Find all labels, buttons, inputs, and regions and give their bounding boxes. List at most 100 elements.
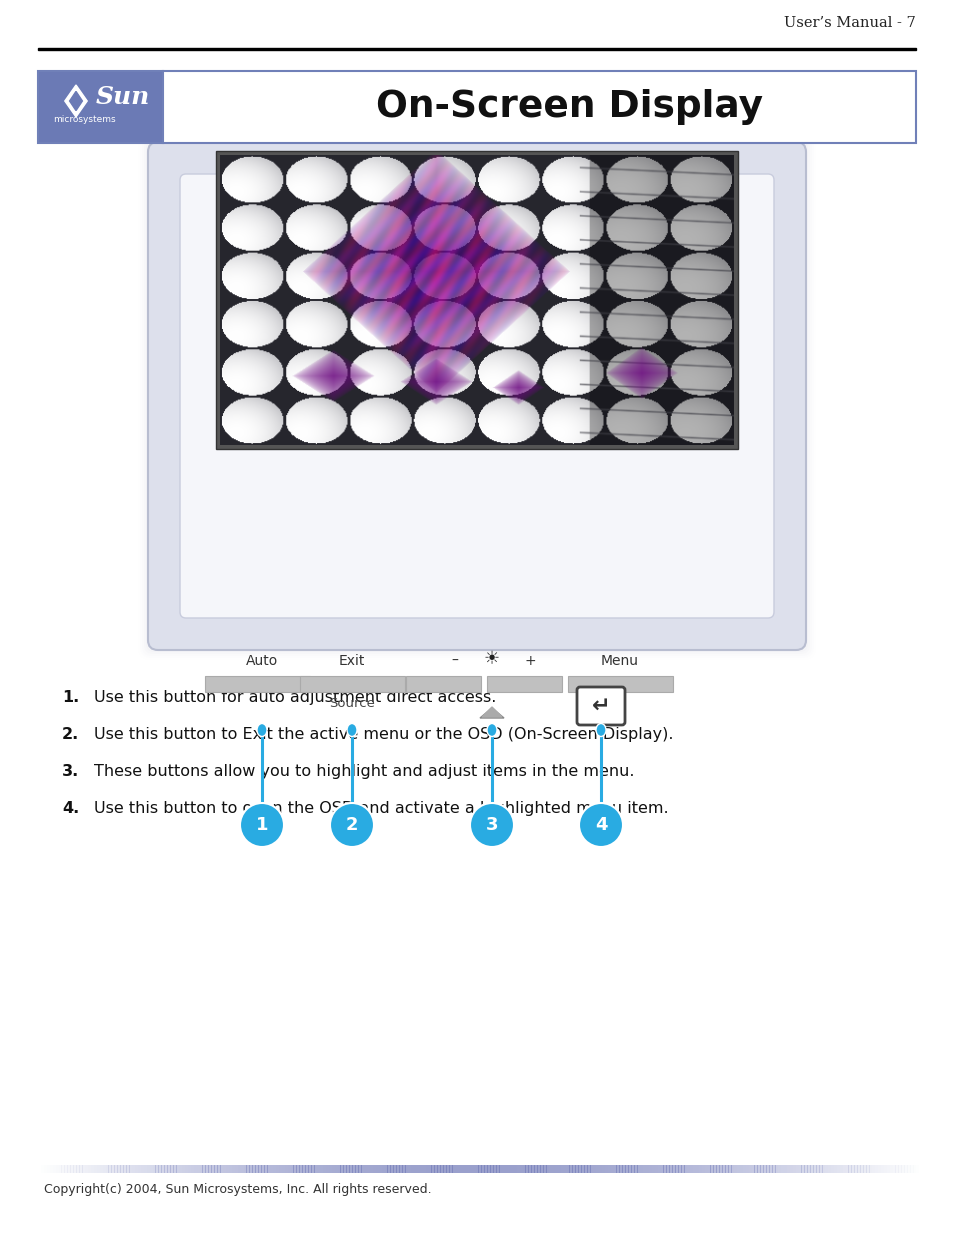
Bar [393, 1165, 396, 1173]
Bar [563, 1165, 566, 1173]
Bar [434, 1165, 437, 1173]
Bar [428, 1165, 432, 1173]
Bar [901, 1165, 903, 1173]
Bar [742, 1165, 745, 1173]
FancyBboxPatch shape [148, 142, 805, 650]
Bar [903, 1165, 906, 1173]
Bar [892, 1165, 895, 1173]
Bar [578, 1165, 581, 1173]
Bar [657, 1165, 660, 1173]
Bar [757, 1165, 760, 1173]
Bar [806, 1165, 810, 1173]
Bar [593, 1165, 596, 1173]
Bar [803, 1165, 807, 1173]
Bar [196, 1165, 200, 1173]
Bar [220, 1165, 223, 1173]
FancyBboxPatch shape [152, 146, 801, 646]
Text: 2: 2 [345, 816, 358, 834]
Bar [621, 1165, 625, 1173]
Bar [38, 47, 915, 49]
Bar [777, 1165, 781, 1173]
Bar [332, 1165, 335, 1173]
Bar [486, 676, 561, 692]
Bar [155, 1165, 159, 1173]
Bar [144, 1165, 147, 1173]
Bar [193, 1165, 197, 1173]
Bar [405, 1165, 408, 1173]
Bar [161, 1165, 165, 1173]
Bar [68, 1165, 71, 1173]
Bar [287, 1165, 291, 1173]
Bar [850, 1165, 854, 1173]
Bar [885, 1165, 889, 1173]
Bar [860, 1165, 862, 1173]
Text: These buttons allow you to highlight and adjust items in the menu.: These buttons allow you to highlight and… [94, 764, 634, 779]
Text: –: – [451, 655, 458, 668]
Bar [357, 1165, 361, 1173]
Bar [537, 1165, 540, 1173]
Bar [296, 1165, 299, 1173]
Bar [466, 1165, 470, 1173]
Bar [134, 1165, 138, 1173]
Bar [534, 1165, 537, 1173]
Bar [789, 1165, 792, 1173]
Bar [560, 1165, 563, 1173]
Bar [384, 1165, 388, 1173]
Bar [71, 1165, 73, 1173]
Bar [519, 1165, 522, 1173]
Bar [865, 1165, 868, 1173]
Bar [314, 1165, 317, 1173]
Bar [360, 1165, 364, 1173]
Text: 3.: 3. [62, 764, 79, 779]
Bar [847, 1165, 851, 1173]
Bar [517, 1165, 519, 1173]
Text: Exit: Exit [338, 655, 365, 668]
FancyBboxPatch shape [150, 144, 803, 648]
Bar [455, 1165, 458, 1173]
Bar [208, 1165, 212, 1173]
Bar [205, 676, 310, 692]
Bar [542, 1165, 546, 1173]
Bar [408, 1165, 411, 1173]
Text: 1.: 1. [62, 690, 79, 705]
Bar [76, 1165, 79, 1173]
Bar [82, 1165, 86, 1173]
Bar [566, 1165, 569, 1173]
Bar [237, 1165, 241, 1173]
Bar [137, 1165, 141, 1173]
Bar [469, 1165, 473, 1173]
Bar [880, 1165, 883, 1173]
Circle shape [470, 803, 514, 847]
Text: Source: Source [329, 697, 375, 710]
Bar [659, 1165, 663, 1173]
Bar [745, 1165, 748, 1173]
Bar [255, 1165, 258, 1173]
Text: ↵: ↵ [591, 697, 610, 716]
Bar [510, 1165, 514, 1173]
Bar [234, 1165, 238, 1173]
Bar [628, 1165, 631, 1173]
Bar [55, 1165, 59, 1173]
Bar [50, 1165, 53, 1173]
Bar [109, 1165, 112, 1173]
Bar [214, 1165, 217, 1173]
Bar [748, 1165, 751, 1173]
Bar [325, 1165, 329, 1173]
Bar [839, 1165, 842, 1173]
Bar [416, 1165, 420, 1173]
Bar [493, 1165, 497, 1173]
Bar [888, 1165, 892, 1173]
Bar [871, 1165, 875, 1173]
Bar [522, 1165, 525, 1173]
Bar [781, 1165, 783, 1173]
Bar [637, 1165, 639, 1173]
Text: +: + [523, 655, 536, 668]
Bar [411, 1165, 414, 1173]
Ellipse shape [486, 724, 497, 736]
Bar [795, 1165, 799, 1173]
Bar [373, 1165, 375, 1173]
Bar [695, 1165, 699, 1173]
Bar [253, 1165, 255, 1173]
Bar [487, 1165, 490, 1173]
Bar [91, 1165, 94, 1173]
